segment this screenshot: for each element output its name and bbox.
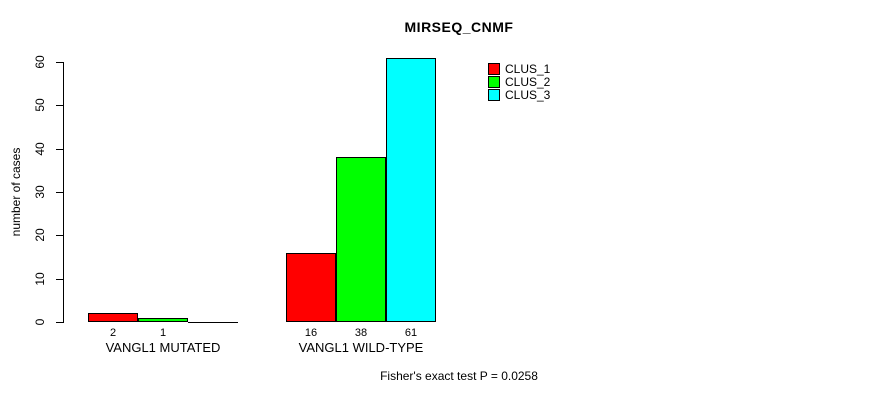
bar-clus-3-vangl1-mutated	[188, 322, 238, 323]
bar-value-label: 2	[109, 327, 117, 339]
y-axis-tick	[56, 322, 63, 323]
x-category-label: VANGL1 MUTATED	[105, 340, 221, 355]
bar-clus-2-vangl1-mutated	[138, 318, 188, 322]
y-axis-tick	[56, 62, 63, 63]
y-axis-tick-label: 40	[33, 142, 47, 156]
y-axis-tick-label: 60	[33, 55, 47, 69]
legend-label-clus-3: CLUS_3	[505, 87, 551, 102]
y-axis-tick	[56, 235, 63, 236]
pvalue-annotation: Fisher's exact test P = 0.0258	[380, 369, 538, 383]
legend-swatch-clus-3	[488, 88, 500, 101]
y-axis-tick-label: 50	[33, 98, 47, 112]
y-axis-tick	[56, 149, 63, 150]
bar-clus-2-vangl1-wild-type	[336, 157, 386, 322]
legend-item-clus-2: CLUS_2	[488, 74, 551, 89]
bar-clus-1-vangl1-mutated	[88, 313, 138, 322]
y-axis-tick-label: 0	[33, 318, 47, 326]
x-category-label: VANGL1 WILD-TYPE	[298, 340, 424, 355]
y-axis-tick	[56, 192, 63, 193]
bar-value-label: 61	[404, 327, 418, 339]
bar-value-label: 1	[159, 327, 167, 339]
chart-title: MIRSEQ_CNMF	[404, 19, 514, 35]
y-axis-line	[63, 62, 64, 323]
y-axis-tick	[56, 105, 63, 106]
legend: CLUS_1 CLUS_2 CLUS_3	[488, 61, 551, 102]
legend-label-clus-1: CLUS_1	[505, 61, 551, 76]
bar-clus-3-vangl1-wild-type	[386, 58, 436, 322]
legend-swatch-clus-2	[488, 75, 500, 88]
legend-item-clus-1: CLUS_1	[488, 61, 551, 76]
bar-clus-1-vangl1-wild-type	[286, 253, 336, 322]
bar-value-label: 16	[304, 327, 318, 339]
legend-item-clus-3: CLUS_3	[488, 87, 551, 102]
y-axis-tick-label: 10	[33, 272, 47, 286]
legend-label-clus-2: CLUS_2	[505, 74, 551, 89]
y-axis-label: number of cases	[9, 147, 23, 237]
bar-value-label: 38	[354, 327, 368, 339]
y-axis-tick-label: 20	[33, 228, 47, 242]
legend-swatch-clus-1	[488, 62, 500, 75]
y-axis-tick-label: 30	[33, 185, 47, 199]
y-axis-tick	[56, 279, 63, 280]
